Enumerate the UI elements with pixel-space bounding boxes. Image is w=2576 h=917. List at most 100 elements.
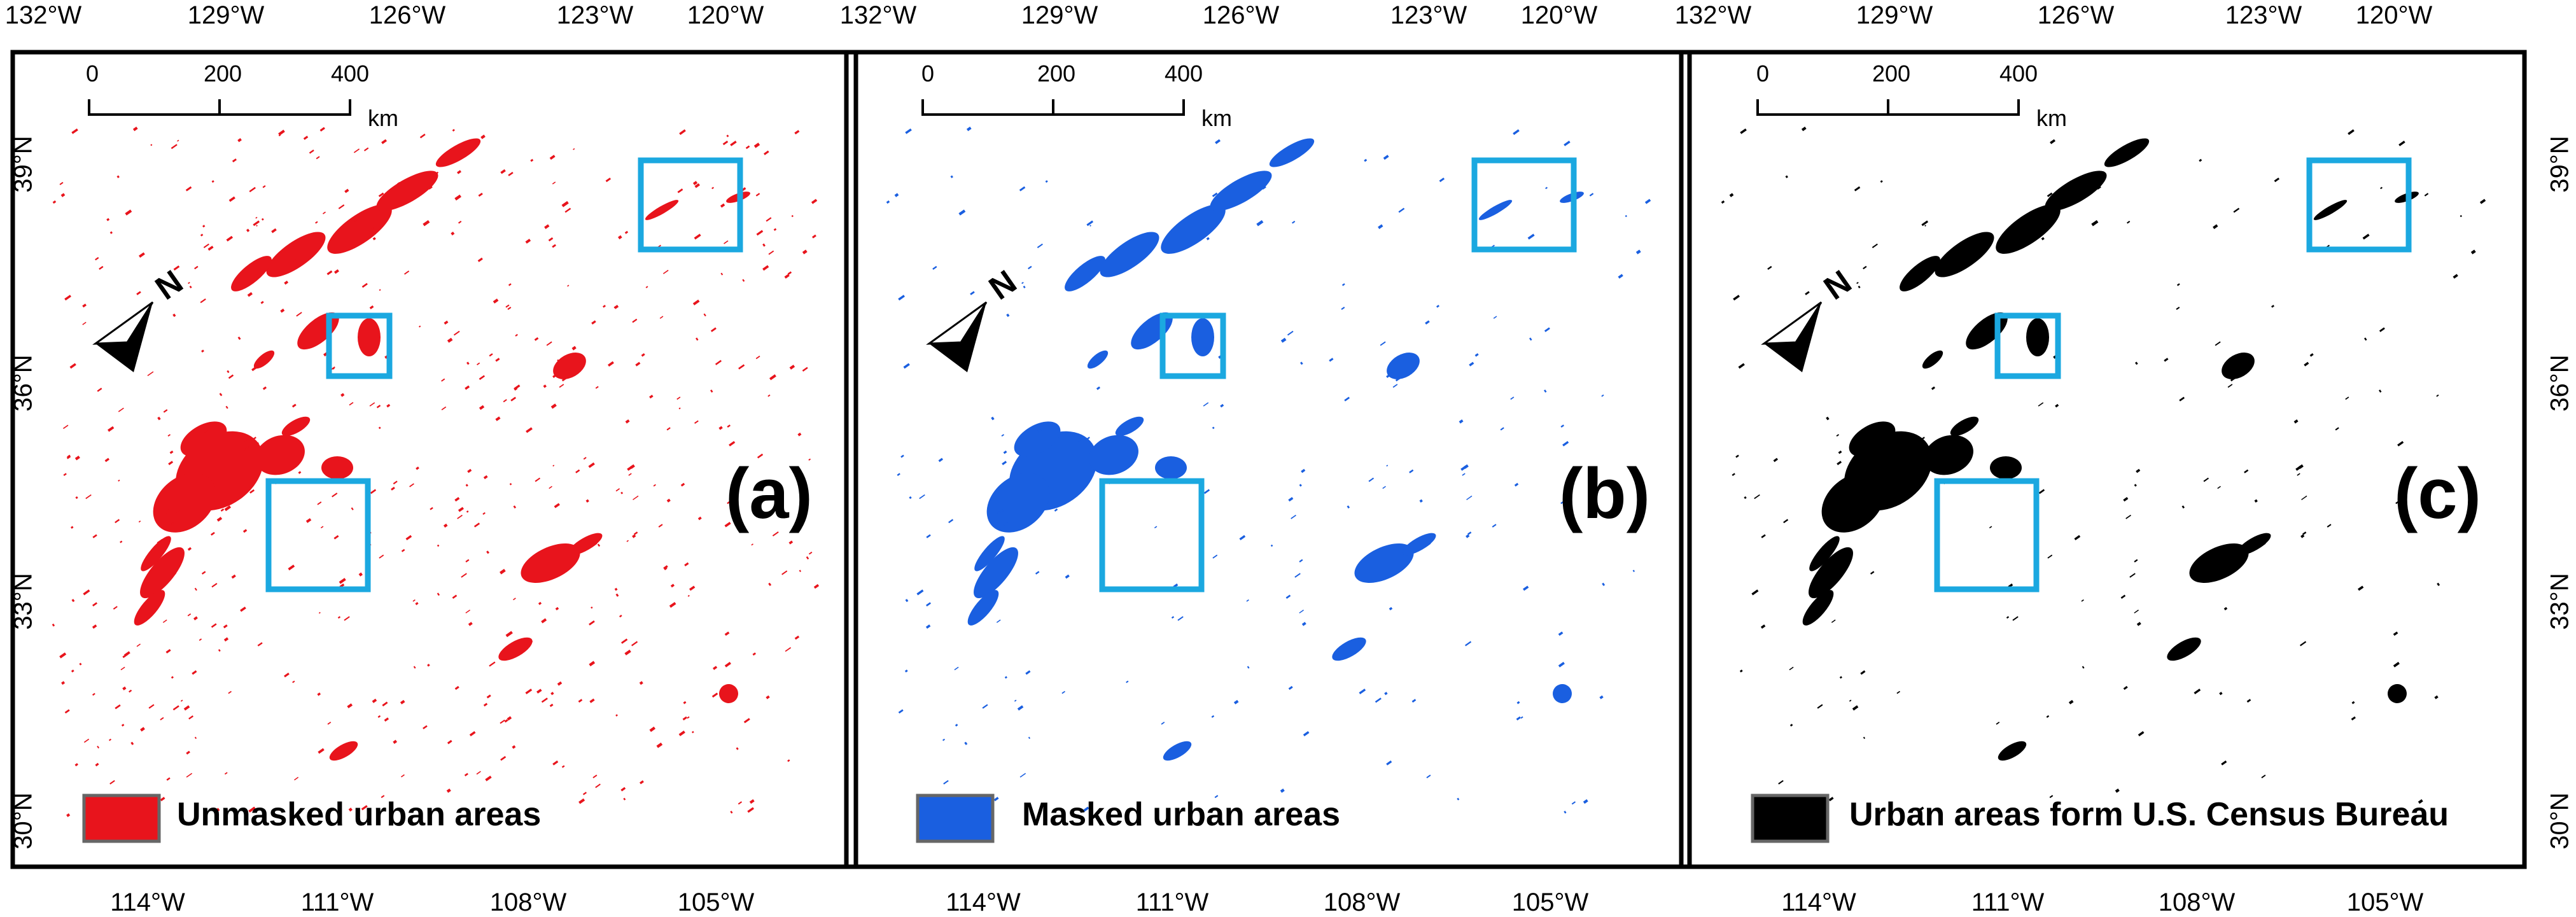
urban-speck <box>791 214 794 218</box>
urban-speck <box>69 363 76 369</box>
urban-speck <box>489 661 496 667</box>
urban-speck <box>240 606 246 612</box>
urban-speck <box>1341 283 1345 286</box>
urban-speck <box>1021 281 1024 284</box>
urban-speck <box>435 171 439 175</box>
urban-speck <box>167 434 171 437</box>
urban-speck <box>1386 372 1393 378</box>
urban-patch <box>140 547 185 599</box>
urban-patch <box>1115 416 1144 437</box>
urban-speck <box>340 393 345 397</box>
urban-speck <box>493 298 499 304</box>
urban-speck <box>262 185 266 188</box>
urban-speck <box>767 394 771 397</box>
urban-speck <box>171 676 174 679</box>
urban-speck <box>552 465 555 467</box>
highlight-box <box>638 157 743 253</box>
urban-speck <box>2351 716 2356 721</box>
urban-speck <box>1589 193 1594 197</box>
urban-speck <box>224 505 232 512</box>
urban-speck <box>589 620 595 626</box>
urban-speck <box>787 271 792 276</box>
urban-speck <box>372 237 376 241</box>
urban-speck <box>413 666 416 669</box>
urban-speck <box>226 235 234 242</box>
urban-speck <box>2271 304 2274 308</box>
urban-speck <box>220 508 225 512</box>
urban-speck <box>1291 220 1296 224</box>
urban-patch <box>1163 741 1192 761</box>
urban-speck <box>136 291 141 295</box>
top-tick: 126°W <box>1202 1 1280 29</box>
urban-speck <box>186 773 193 778</box>
urban-speck <box>1389 606 1393 611</box>
urban-speck <box>1212 192 1218 197</box>
urban-speck <box>905 599 909 603</box>
urban-speck <box>2038 402 2044 407</box>
urban-speck <box>1751 589 1759 596</box>
urban-speck <box>1558 631 1564 636</box>
urban-speck <box>1028 265 1032 270</box>
urban-speck <box>378 426 381 430</box>
urban-speck <box>1467 531 1472 535</box>
urban-speck <box>82 304 87 308</box>
urban-speck <box>1544 327 1550 332</box>
urban-speck <box>1004 676 1007 679</box>
urban-speck <box>83 738 90 743</box>
urban-speck <box>2176 283 2180 286</box>
urban-patch <box>2237 533 2271 556</box>
urban-speck <box>745 145 750 150</box>
urban-speck <box>659 316 664 319</box>
urban-speck <box>2217 486 2221 489</box>
urban-speck <box>157 416 161 421</box>
urban-speck <box>508 283 512 286</box>
urban-speck <box>1544 389 1547 393</box>
urban-speck <box>115 704 121 710</box>
urban-speck <box>938 458 943 463</box>
urban-speck <box>993 797 999 802</box>
top-tick: 123°W <box>1390 1 1467 29</box>
urban-speck <box>453 330 460 336</box>
right-tick: 30°N <box>2545 792 2574 850</box>
urban-speck <box>505 631 513 638</box>
urban-speck <box>1386 465 1389 467</box>
urban-speck <box>1425 542 1431 547</box>
urban-speck <box>1837 461 1842 466</box>
urban-speck <box>2304 361 2309 367</box>
scale-label: 200 <box>1872 60 1911 87</box>
urban-speck <box>1732 473 1735 477</box>
urban-speck <box>2364 337 2367 341</box>
urban-speck <box>752 652 757 656</box>
urban-speck <box>1086 220 1094 227</box>
urban-speck <box>755 355 760 360</box>
urban-speck <box>120 540 123 543</box>
urban-speck <box>1398 207 1405 213</box>
urban-patch <box>521 543 580 583</box>
urban-speck <box>1989 526 1992 529</box>
urban-speck <box>292 680 295 683</box>
urban-speck <box>320 526 324 529</box>
highlight-box <box>265 478 371 592</box>
urban-speck <box>1921 220 1929 227</box>
urban-speck <box>2221 760 2227 766</box>
urban-speck <box>1409 469 1414 473</box>
urban-speck <box>2123 497 2129 502</box>
urban-speck <box>2397 440 2404 447</box>
urban-speck <box>513 598 516 601</box>
urban-speck <box>898 295 905 301</box>
urban-speck <box>926 602 931 606</box>
urban-speck <box>1754 494 1760 500</box>
bottom-tick: 105°W <box>1511 888 1589 916</box>
urban-speck <box>549 703 554 708</box>
urban-speck <box>894 193 899 197</box>
urban-speck <box>1299 559 1303 563</box>
urban-speck <box>2134 609 2139 613</box>
urban-speck <box>559 384 564 388</box>
urban-speck <box>1300 361 1303 365</box>
urban-speck <box>925 624 931 629</box>
urban-speck <box>382 701 388 707</box>
urban-speck <box>535 477 541 482</box>
urban-speck <box>2260 542 2266 547</box>
urban-speck <box>337 616 341 619</box>
urban-speck <box>932 265 937 270</box>
